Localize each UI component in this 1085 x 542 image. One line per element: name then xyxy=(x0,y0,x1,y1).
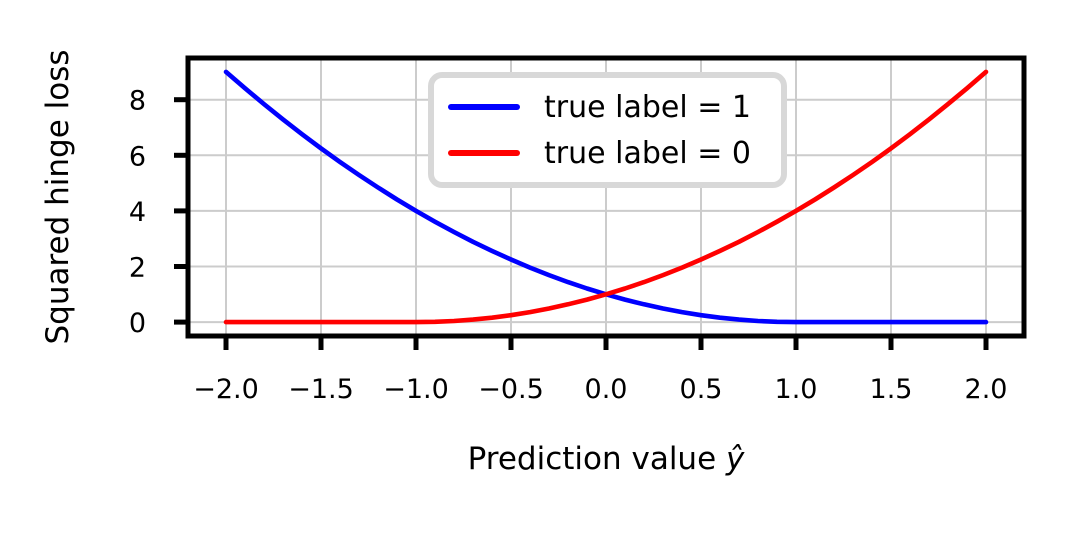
x-axis-label: Prediction value ŷ xyxy=(468,441,745,477)
y-tick-label: 8 xyxy=(129,86,146,117)
x-axis-label-text: Prediction value xyxy=(467,441,727,477)
x-tick-label: −1.0 xyxy=(383,374,449,405)
x-tick-label: 0.5 xyxy=(680,374,723,405)
x-tick-label: 2.0 xyxy=(965,374,1008,405)
x-tick-label: 0.0 xyxy=(585,374,628,405)
x-tick-label: −2.0 xyxy=(193,374,259,405)
x-tick-label: −0.5 xyxy=(478,374,544,405)
x-tick-label: 1.0 xyxy=(775,374,818,405)
y-tick-label: 2 xyxy=(129,253,146,284)
y-tick-label: 0 xyxy=(129,308,146,339)
legend-label-true-label-0: true label = 0 xyxy=(544,135,751,171)
legend-label-true-label-1: true label = 1 xyxy=(544,89,751,125)
y-tick-label: 6 xyxy=(129,141,146,172)
legend-line-sample-red xyxy=(448,150,520,156)
y-axis-label: Squared hinge loss xyxy=(40,49,76,345)
legend-item-true-label-0: true label = 0 xyxy=(448,136,769,171)
legend-item-true-label-1: true label = 1 xyxy=(448,90,769,125)
x-tick-label: 1.5 xyxy=(870,374,913,405)
legend: true label = 1 true label = 0 xyxy=(428,72,787,188)
x-axis-label-yhat-symbol: ŷ xyxy=(726,441,745,477)
series-line-true-label-0 xyxy=(223,69,989,325)
legend-line-sample-blue xyxy=(448,104,520,110)
y-tick-label: 4 xyxy=(129,197,146,228)
x-tick-label: −1.5 xyxy=(288,374,354,405)
